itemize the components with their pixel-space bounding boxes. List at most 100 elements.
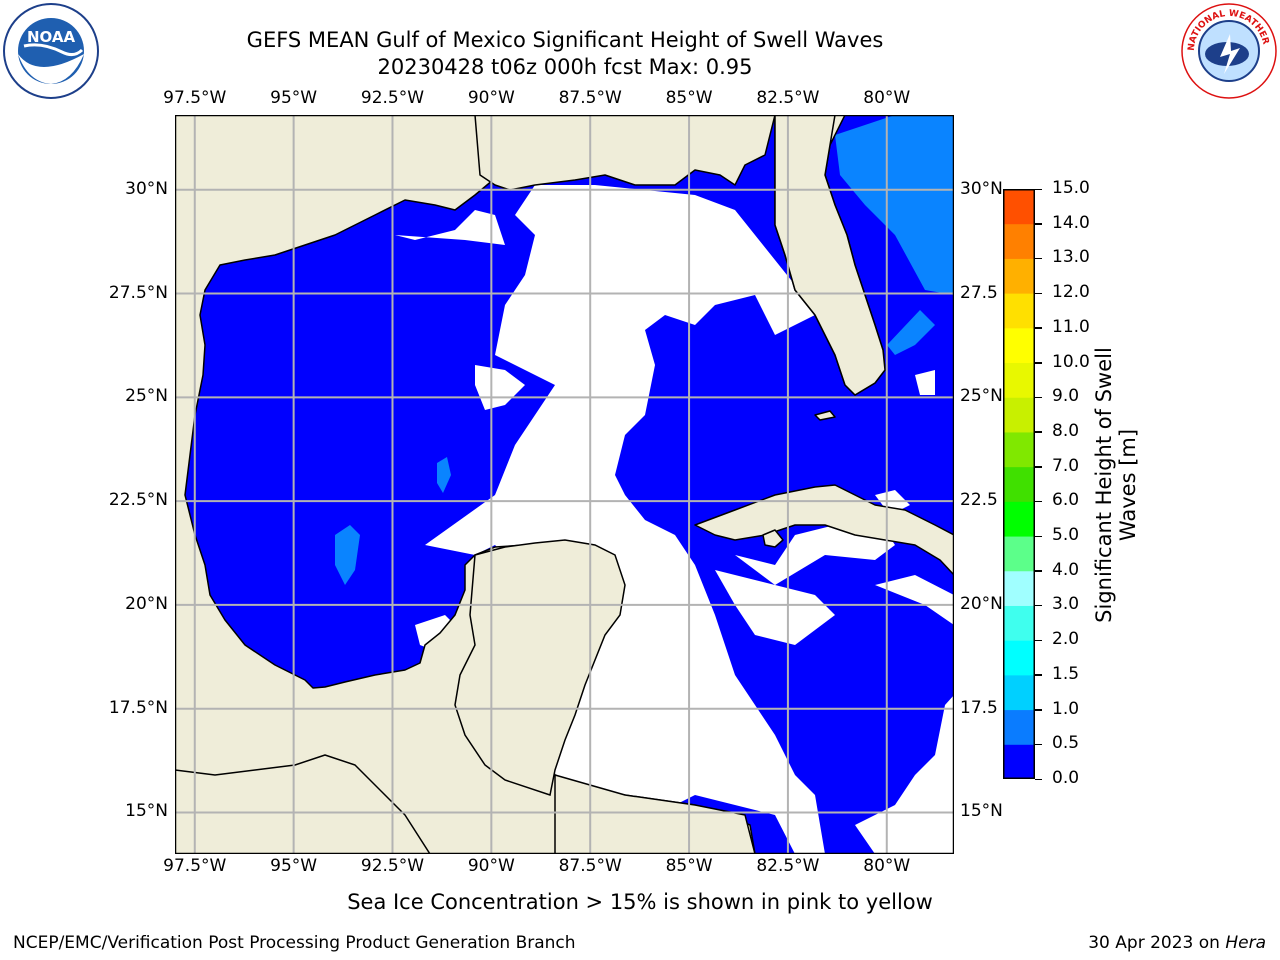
colorbar-tick-mark	[1035, 639, 1042, 642]
lat-tick-label-right: 20°N	[960, 593, 1003, 614]
lon-tick-label-bot: 82.5°W	[756, 856, 820, 876]
lat-tick-label-left: 22.5°N	[108, 490, 168, 511]
colorbar-tick-mark	[1035, 604, 1042, 607]
lon-tick-label-bot: 97.5°W	[163, 856, 227, 876]
lon-tick-label-bot: 92.5°W	[360, 856, 425, 876]
colorbar-swatch	[1003, 674, 1035, 711]
colorbar-swatches	[1003, 189, 1035, 779]
footer-branch: NCEP/EMC/Verification Post Processing Pr…	[13, 933, 576, 953]
colorbar-tick-mark	[1035, 535, 1042, 538]
noaa-logo: NOAA	[2, 2, 100, 100]
lon-tick-label-top: 90°W	[467, 88, 515, 108]
lon-tick-label-bot: 85°W	[665, 856, 713, 876]
lat-tick-label-right: 27.5	[960, 282, 998, 303]
footer-date: 30 Apr 2023 on Hera	[1088, 933, 1266, 953]
colorbar-tick-label: 15.0	[1052, 178, 1090, 198]
colorbar-tick-label: 8.0	[1052, 420, 1080, 441]
footer-host: Hera	[1225, 933, 1266, 953]
colorbar-tick-mark	[1035, 257, 1042, 260]
lat-tick-label-left: 30°N	[125, 178, 168, 199]
colorbar-tick-mark	[1035, 778, 1042, 780]
colorbar-tick-label: 12.0	[1052, 282, 1090, 303]
lat-tick-label-left: 25°N	[125, 386, 168, 407]
colorbar-tick-mark	[1035, 188, 1042, 190]
colorbar-swatch	[1003, 709, 1035, 745]
lat-tick-label-left: 20°N	[125, 593, 168, 614]
lat-tick-label-right: 15°N	[960, 801, 1003, 822]
colorbar-tick-label: 13.0	[1052, 247, 1090, 268]
colorbar-swatch	[1003, 293, 1035, 329]
colorbar-tick-mark	[1035, 362, 1042, 364]
colorbar-swatch	[1003, 536, 1035, 572]
lon-tick-label-top: 92.5°W	[360, 88, 425, 108]
lon-tick-label-top: 82.5°W	[756, 88, 820, 108]
lon-tick-label-bot: 80°W	[863, 856, 911, 876]
colorbar-label-line1: Significant Height of Swell	[1092, 347, 1116, 623]
lon-tick-label-top: 97.5°W	[163, 88, 227, 108]
colorbar-swatch	[1003, 189, 1035, 225]
lon-tick-label-top: 95°W	[270, 88, 318, 108]
lat-tick-label-right: 25°N	[960, 386, 1003, 407]
colorbar-tick-mark	[1035, 743, 1042, 746]
colorbar-tick-label: 0.0	[1052, 768, 1080, 788]
lon-tick-label-top: 87.5°W	[558, 88, 622, 108]
colorbar-tick-label: 0.5	[1052, 733, 1080, 754]
colorbar-tick-mark	[1035, 570, 1042, 572]
lon-tick-label-top: 85°W	[665, 88, 713, 108]
map-panel	[175, 115, 954, 854]
colorbar-swatch	[1003, 223, 1035, 259]
colorbar-tick-label: 6.0	[1052, 490, 1080, 511]
footer-date-text: 30 Apr 2023 on	[1088, 933, 1226, 953]
colorbar-tick-label: 4.0	[1052, 559, 1080, 580]
colorbar-tick-label: 5.0	[1052, 525, 1080, 546]
lat-tick-label-left: 17.5°N	[108, 697, 168, 718]
colorbar-label-line2: Waves [m]	[1116, 428, 1140, 542]
colorbar-tick-mark	[1035, 223, 1042, 225]
colorbar-tick-mark	[1035, 466, 1042, 468]
colorbar-swatch	[1003, 640, 1035, 676]
colorbar-swatch	[1003, 258, 1035, 294]
noaa-logo-text: NOAA	[27, 28, 76, 46]
lat-tick-label-left: 27.5°N	[108, 282, 168, 303]
colorbar	[1003, 189, 1035, 779]
colorbar-tick-mark	[1035, 709, 1042, 711]
lon-tick-label-bot: 95°W	[270, 856, 318, 876]
colorbar-swatch	[1003, 362, 1035, 398]
colorbar-swatch	[1003, 431, 1035, 468]
colorbar-tick-label: 1.5	[1052, 663, 1080, 684]
lat-tick-label-right: 30°N	[960, 178, 1003, 199]
yucatan-peninsula	[454, 539, 626, 796]
lat-tick-label-left: 15°N	[125, 801, 168, 822]
colorbar-tick-label: 9.0	[1052, 386, 1080, 407]
colorbar-tick-mark	[1035, 292, 1042, 295]
lat-tick-label-right: 17.5	[960, 697, 998, 718]
colorbar-tick-label: 10.0	[1052, 351, 1090, 372]
colorbar-tick-mark	[1035, 500, 1042, 503]
colorbar-tick-mark	[1035, 327, 1042, 329]
lon-tick-label-bot: 87.5°W	[558, 856, 622, 876]
lat-tick-label-right: 22.5	[960, 490, 998, 511]
colorbar-swatch	[1003, 397, 1035, 433]
colorbar-tick-mark	[1035, 396, 1042, 399]
gulf-map	[175, 115, 954, 854]
colorbar-tick-mark	[1035, 674, 1042, 676]
colorbar-tick-label: 3.0	[1052, 594, 1080, 615]
swell-field-empty	[395, 185, 954, 854]
map-frame	[175, 115, 954, 854]
chart-title: GEFS MEAN Gulf of Mexico Significant Hei…	[246, 28, 884, 52]
colorbar-swatch	[1003, 327, 1035, 364]
colorbar-tick-label: 2.0	[1052, 629, 1080, 650]
colorbar-frame	[1003, 189, 1035, 779]
lon-tick-label-bot: 90°W	[467, 856, 515, 876]
colorbar-swatch	[1003, 501, 1035, 537]
chart-subtitle: 20230428 t06z 000h fcst Max: 0.95	[377, 55, 753, 79]
colorbar-label: Significant Height of Swell Waves [m]	[1092, 285, 1140, 685]
graticule	[175, 115, 954, 854]
lon-tick-label-top: 80°W	[863, 88, 911, 108]
colorbar-swatch	[1003, 744, 1035, 779]
colorbar-tick-label: 7.0	[1052, 455, 1080, 476]
colorbar-tick-mark	[1035, 431, 1042, 433]
colorbar-swatch	[1003, 570, 1035, 606]
colorbar-swatch	[1003, 466, 1035, 502]
nws-logo: NATIONAL WEATHER SERVICE	[1180, 2, 1278, 100]
